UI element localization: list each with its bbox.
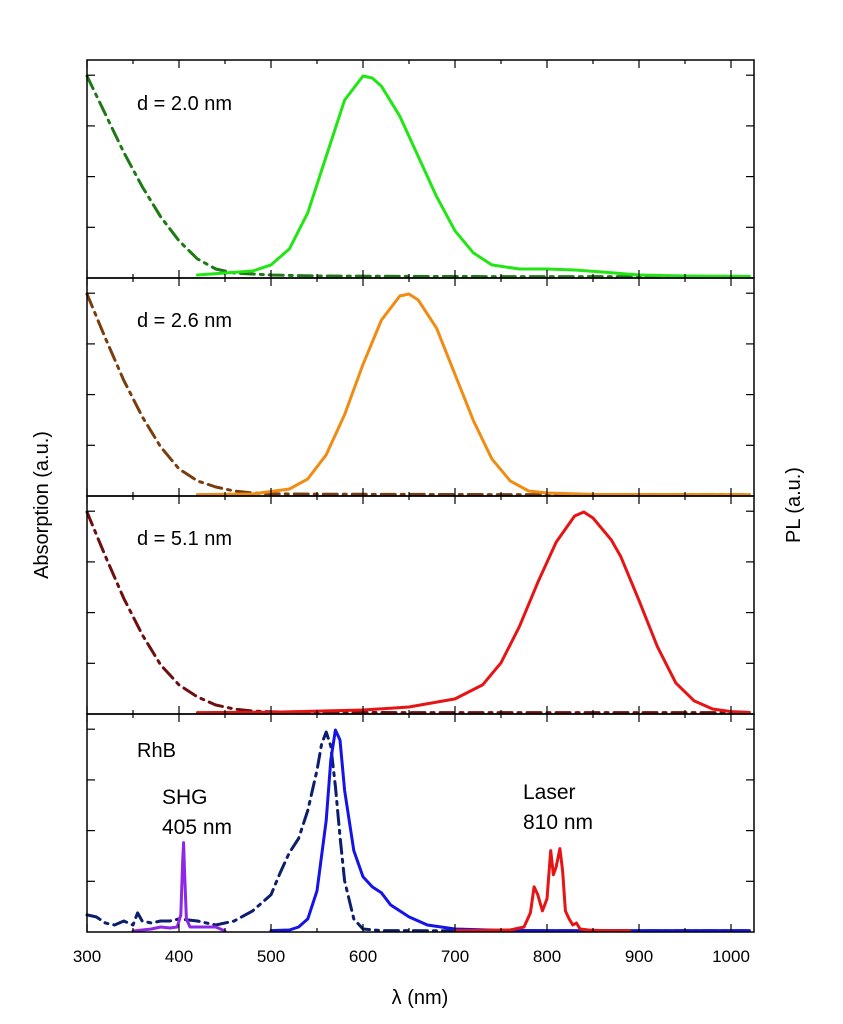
series-line-p4-pl-2	[131, 841, 227, 933]
y-axis-label-left: Absorption (a.u.)	[31, 431, 53, 579]
annotation-shg: SHG	[162, 786, 208, 809]
annotation-shg-wavelength: 405 nm	[162, 816, 232, 839]
annotation-laser-wavelength: 810 nm	[523, 811, 593, 834]
series-line-p4-pl-1	[269, 728, 751, 933]
series-line-p1-pl-1	[195, 74, 751, 278]
plot-layer	[85, 74, 751, 933]
panel-label-3: d = 5.1 nm	[137, 528, 232, 550]
x-tick-label: 500	[257, 947, 285, 966]
panel-label-2: d = 2.6 nm	[137, 310, 232, 332]
x-tick-label: 400	[165, 947, 193, 966]
annotation-laser: Laser	[523, 781, 576, 804]
frame-layer: 300 400 500 600 700 800 900 1000	[73, 59, 755, 966]
x-tick-label: 300	[73, 947, 101, 966]
series-line-p2-pl-1	[195, 292, 751, 497]
series-line-p4-absorption-0	[85, 730, 751, 933]
x-tick-label: 700	[441, 947, 469, 966]
series-line-p3-absorption-0	[85, 510, 751, 715]
panel-frame-4	[86, 713, 755, 933]
x-tick-label: 1000	[712, 947, 750, 966]
x-tick-label: 600	[349, 947, 377, 966]
series-line-p3-pl-1	[195, 510, 751, 715]
x-tick-label: 900	[625, 947, 653, 966]
x-tick-label: 800	[533, 947, 561, 966]
panel-label-1: d = 2.0 nm	[137, 93, 232, 115]
series-line-p4-pl-3	[453, 847, 632, 933]
panel-label-4: RhB	[137, 740, 176, 762]
x-axis-label: λ (nm)	[392, 987, 449, 1009]
series-line-p1-absorption-0	[85, 74, 751, 279]
y-axis-label-right: PL (a.u.)	[783, 467, 805, 543]
